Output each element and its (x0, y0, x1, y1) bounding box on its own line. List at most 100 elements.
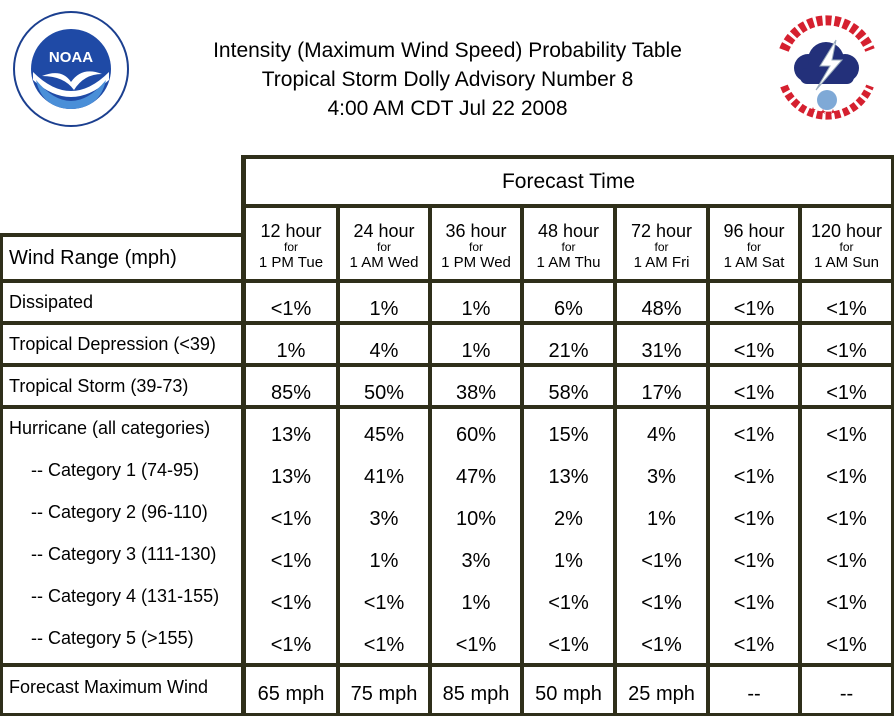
title-line-3: 4:00 AM CDT Jul 22 2008 (327, 97, 568, 120)
value-cell (524, 367, 613, 405)
row-label-cell (3, 283, 241, 321)
table-value: <1% (548, 592, 589, 614)
value-cell (524, 325, 613, 363)
table-value: 48% (641, 298, 682, 320)
title-line-1: Intensity (Maximum Wind Speed) Probabili… (213, 39, 682, 62)
column-header: 48 hour for 1 AM Thu (524, 208, 613, 279)
row-label-cell (3, 409, 241, 663)
column-header: 12 hour for 1 PM Tue (246, 208, 336, 279)
table-value: <1% (826, 340, 867, 362)
table-value: <1% (270, 298, 312, 320)
row-label: -- Category 2 (96-110) (31, 502, 208, 522)
table-value: <1% (733, 298, 775, 320)
row-label-cell (3, 667, 241, 713)
table-value: 6% (554, 298, 583, 320)
table-value: 13% (270, 466, 312, 488)
table-value: <1% (826, 634, 867, 656)
table-value: 3% (647, 466, 676, 488)
table-value: <1% (733, 340, 775, 362)
value-cell (340, 667, 428, 713)
forecast-time-label: Forecast Time (501, 169, 636, 193)
value-cell (246, 325, 336, 363)
column-header-for: for (283, 240, 298, 254)
column-header-hours: 48 hour (537, 221, 600, 241)
column-header-for: for (839, 240, 854, 254)
max-wind-value: 85 mph (442, 683, 510, 705)
table-value: 1% (369, 550, 399, 572)
table-value: <1% (641, 550, 682, 572)
value-cell (802, 283, 891, 321)
table-value: <1% (270, 592, 312, 614)
table-value: <1% (363, 592, 405, 614)
value-cell (710, 283, 798, 321)
table-value: <1% (733, 592, 775, 614)
table-value: 45% (363, 424, 405, 446)
column-header-hours: 12 hour (260, 221, 322, 241)
column-header-for: for (376, 240, 391, 254)
column-header-time: 1 AM Fri (633, 254, 690, 271)
column-header: 36 hour for 1 PM Wed (432, 208, 520, 279)
column-header-time: 1 AM Sat (723, 254, 785, 271)
table-value: 15% (548, 424, 589, 446)
row-label: -- Category 5 (>155) (31, 628, 194, 648)
table-value: <1% (733, 634, 775, 656)
table-value: <1% (826, 298, 867, 320)
table-value: <1% (826, 508, 867, 530)
value-cell (246, 283, 336, 321)
table-value: <1% (826, 382, 867, 404)
row-label: -- Category 1 (74-95) (31, 460, 200, 480)
column-header: 72 hour for 1 AM Fri (617, 208, 706, 279)
table-value: <1% (641, 634, 682, 656)
value-cell (710, 667, 798, 713)
max-wind-value: 50 mph (535, 683, 602, 705)
max-wind-value: 75 mph (350, 683, 418, 705)
column-header-for: for (561, 240, 576, 254)
table-value: 41% (363, 466, 405, 488)
value-cell (246, 367, 336, 405)
max-wind-value: -- (839, 683, 854, 705)
table-value: 1% (461, 298, 491, 320)
value-cell (432, 283, 520, 321)
value-cell (617, 367, 706, 405)
max-wind-value: -- (747, 683, 761, 705)
column-header-for: for (746, 240, 761, 254)
table-value: 85% (270, 382, 312, 404)
noaa-logo: NOAA (12, 10, 130, 128)
table-value: 31% (641, 340, 682, 362)
table-value: 21% (548, 340, 589, 362)
value-cell (246, 667, 336, 713)
value-cell (432, 367, 520, 405)
value-cell (432, 667, 520, 713)
table-value: <1% (641, 592, 682, 614)
value-cell (432, 409, 520, 663)
value-cell (617, 409, 706, 663)
table-value: <1% (270, 508, 312, 530)
column-header-hours: 72 hour (630, 221, 693, 241)
table-value: 1% (461, 592, 491, 614)
table-value: <1% (733, 424, 775, 446)
column-header: 24 hour for 1 AM Wed (340, 208, 428, 279)
table-value: <1% (733, 508, 775, 530)
table-value: 1% (276, 340, 306, 362)
table-value: 58% (548, 382, 589, 404)
column-header-time: 1 AM Thu (536, 254, 601, 271)
column-header-time: 1 PM Wed (441, 254, 511, 271)
value-cell (802, 325, 891, 363)
table-value: <1% (826, 424, 867, 446)
value-cell (617, 667, 706, 713)
row-label: -- Category 4 (131-155) (31, 586, 220, 606)
row-label: Forecast Maximum Wind (9, 677, 209, 697)
table-value: 10% (455, 508, 497, 530)
table-value: 13% (548, 466, 589, 488)
forecast-time-header: Forecast Time (246, 159, 891, 204)
value-cell (710, 325, 798, 363)
value-cell (802, 367, 891, 405)
value-cell (340, 325, 428, 363)
table-value: 60% (455, 424, 497, 446)
table-value: <1% (733, 550, 775, 572)
table-value: 3% (369, 508, 399, 530)
table-value: 4% (369, 340, 399, 362)
column-header-hours: 96 hour (723, 221, 785, 241)
wind-range-label: Wind Range (mph) (9, 246, 177, 269)
value-cell (246, 409, 336, 663)
